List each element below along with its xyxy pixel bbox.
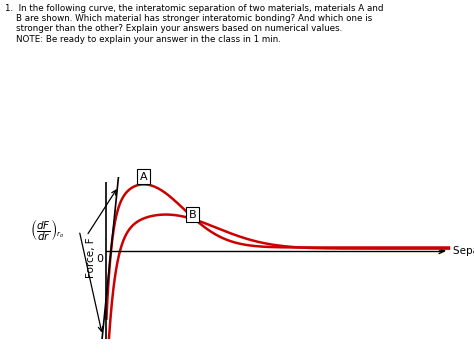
Text: 1.  In the following curve, the interatomic separation of two materials, materia: 1. In the following curve, the interatom… [5,4,383,44]
Text: 0: 0 [96,254,103,264]
Text: Force, F: Force, F [85,237,96,278]
Text: $\left(\dfrac{dF}{dr}\right)_{r_o}$: $\left(\dfrac{dF}{dr}\right)_{r_o}$ [30,217,64,243]
Text: B: B [189,210,197,220]
Text: A: A [140,172,147,181]
Text: Separation, r: Separation, r [453,246,474,256]
